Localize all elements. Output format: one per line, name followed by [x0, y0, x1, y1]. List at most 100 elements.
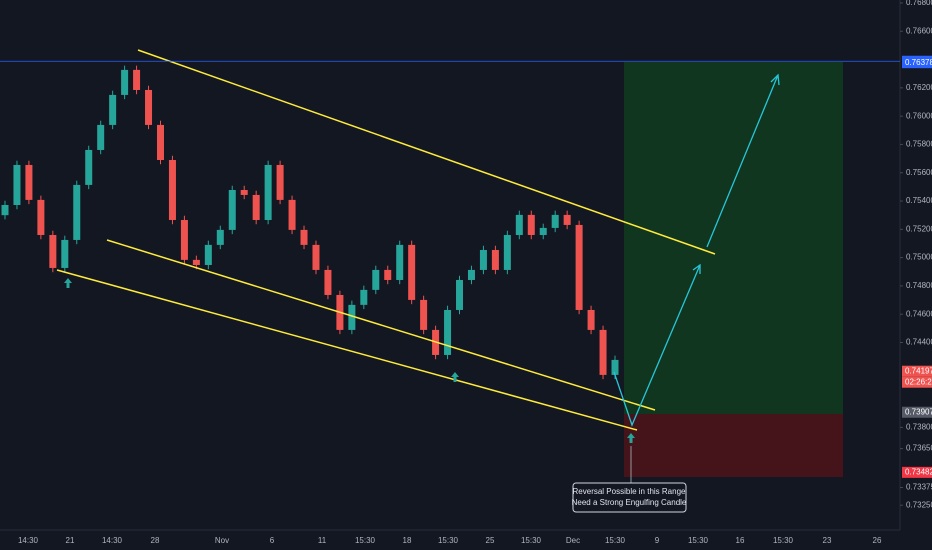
- countdown-tag: [902, 376, 932, 388]
- x-tick-label: 23: [823, 536, 832, 545]
- countdown-label: 02:26:21: [905, 377, 932, 386]
- x-tick-label: 11: [318, 536, 327, 545]
- candle-body: [563, 214, 571, 225]
- x-tick-label: 15:30: [773, 536, 794, 545]
- x-tick-label: 15:30: [438, 536, 459, 545]
- candle-body: [300, 229, 308, 245]
- x-tick-label: 26: [873, 536, 882, 545]
- candle-body: [360, 289, 368, 305]
- profit-zone: [624, 62, 843, 414]
- candle-body: [444, 309, 452, 355]
- signals: [64, 278, 635, 443]
- trendlines: [56, 49, 716, 431]
- projection: [613, 73, 780, 427]
- candle-body: [49, 234, 57, 268]
- candle-body: [61, 239, 69, 268]
- projection-path: [613, 264, 701, 427]
- candle-body: [312, 244, 320, 270]
- x-tick-label: 15:30: [355, 536, 376, 545]
- price-tag-label: 0.73482: [905, 467, 932, 476]
- price-tag-label: 0.74197: [905, 366, 932, 375]
- price-tag: [902, 466, 932, 478]
- candle-body: [85, 149, 93, 185]
- callout-box: [572, 482, 687, 513]
- callout-line: Reversal Possible in this Range: [573, 487, 686, 496]
- candle-body: [515, 214, 523, 235]
- candle-body: [408, 244, 416, 300]
- candle-body: [216, 229, 224, 245]
- upper-trendline: [137, 49, 716, 255]
- candle-body: [539, 227, 547, 235]
- x-tick-label: 15:30: [605, 536, 626, 545]
- x-tick-label: 15:30: [521, 536, 542, 545]
- candle-body: [348, 304, 356, 330]
- candle-body: [456, 279, 464, 310]
- x-tick-label: 18: [403, 536, 412, 545]
- x-tick-label: 25: [486, 536, 495, 545]
- x-tick-label: Dec: [566, 536, 580, 545]
- candle-body: [396, 244, 404, 280]
- candle-body: [133, 69, 141, 90]
- candle-body: [192, 259, 200, 265]
- up-arrow: [64, 278, 72, 288]
- candle-body: [180, 219, 188, 260]
- x-tick-label: 14:30: [18, 536, 39, 545]
- candle-body: [13, 164, 21, 205]
- callout-line: Need a Strong Engulfing Candle: [572, 498, 687, 507]
- candle-body: [25, 164, 33, 200]
- candle-body: [109, 94, 117, 125]
- x-tick-label: 15:30: [688, 536, 709, 545]
- candle-body: [587, 309, 595, 330]
- candles: [1, 65, 619, 380]
- candle-body: [551, 214, 559, 228]
- x-tick-label: 14:30: [102, 536, 123, 545]
- price-tag-label: 0.73907: [905, 407, 932, 416]
- up-arrow: [451, 372, 459, 382]
- arrow-head: [770, 73, 780, 86]
- candle-body: [467, 269, 475, 280]
- candle-body: [384, 269, 392, 280]
- candle-body: [204, 244, 212, 265]
- price-tag: [902, 57, 932, 69]
- candle-body: [145, 89, 153, 125]
- lower-trendline: [56, 269, 638, 431]
- candle-body: [527, 214, 535, 235]
- candle-body: [288, 199, 296, 230]
- candle-body: [503, 234, 511, 270]
- arrow-head: [692, 263, 701, 274]
- x-tick-label: Nov: [215, 536, 229, 545]
- candle-body: [252, 194, 260, 220]
- candle-body: [37, 199, 45, 235]
- candle-body: [97, 124, 105, 150]
- candle-body: [599, 329, 607, 375]
- price-tag-label: 0.76378: [905, 58, 932, 67]
- x-tick-label: 28: [151, 536, 160, 545]
- x-tick-label: 9: [655, 536, 660, 545]
- candle-body: [575, 224, 583, 310]
- loss-zone: [624, 414, 843, 477]
- candle-body: [276, 164, 284, 200]
- price-tag: [902, 365, 932, 377]
- candle-body: [240, 189, 248, 195]
- mid-trendline: [106, 239, 656, 411]
- x-tick-label: 6: [270, 536, 275, 545]
- candle-body: [491, 249, 499, 270]
- x-tick-label: 16: [736, 536, 745, 545]
- projection-path: [706, 74, 779, 248]
- candle-body: [372, 269, 380, 290]
- candle-body: [324, 269, 332, 295]
